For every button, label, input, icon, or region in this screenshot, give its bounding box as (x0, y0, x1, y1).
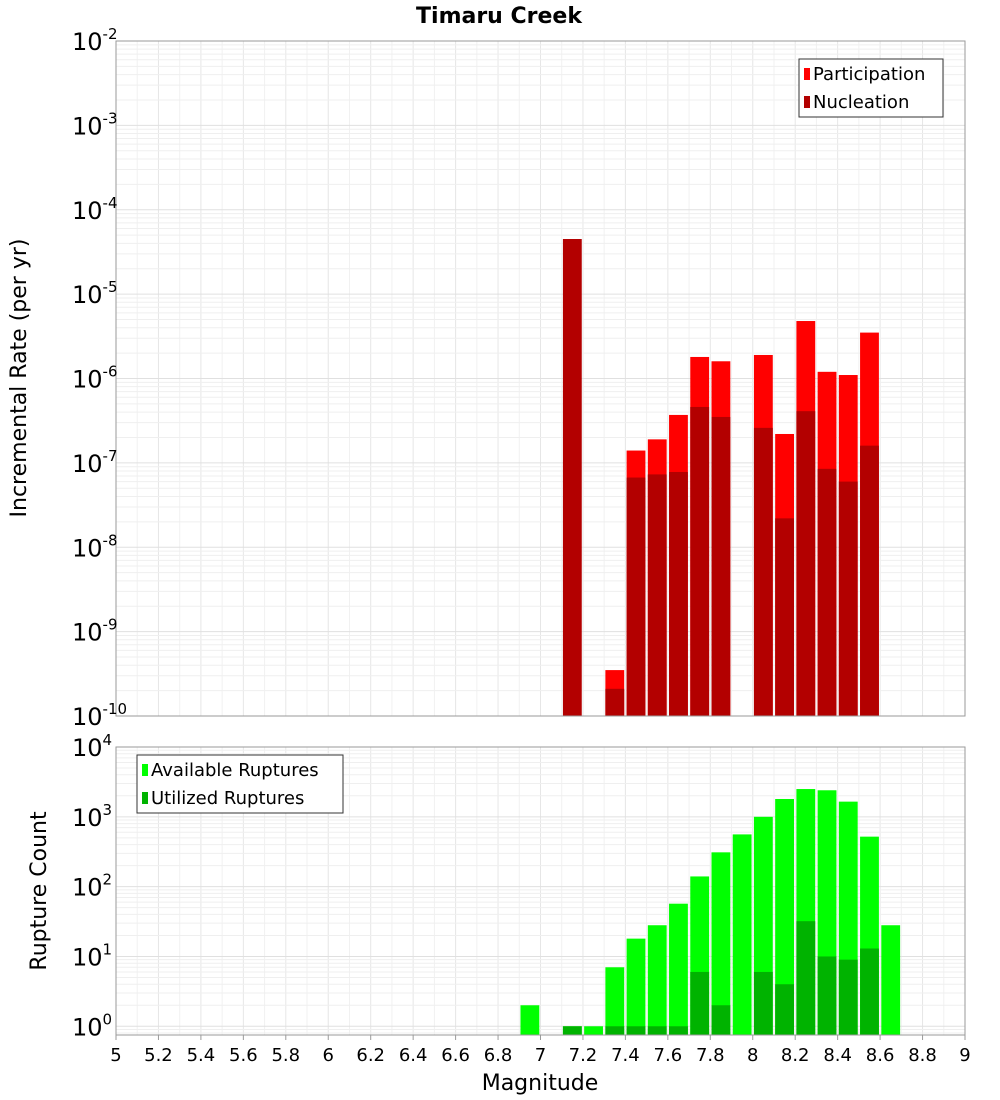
x-tick-label: 6 (323, 1045, 334, 1066)
x-axis-label: Magnitude (482, 1071, 599, 1096)
x-tick-label: 7.2 (569, 1045, 598, 1066)
bar-nucleation (669, 471, 688, 716)
legend-label: Available Ruptures (151, 760, 319, 781)
y-tick-label: 100 (72, 1010, 112, 1041)
count-panel: 104 103 102 101 100 5 5.2 5.4 5.6 5.8 6 6.2 6.4 6.6 6… (27, 731, 971, 1096)
bar-available-ruptures (626, 938, 646, 1035)
x-tick-label: 5.6 (229, 1045, 258, 1066)
legend-label: Nucleation (813, 92, 909, 113)
rate-legend: Participation Nucleation (798, 58, 944, 118)
bar-nucleation (860, 445, 879, 716)
x-tick-label: 5.2 (144, 1045, 173, 1066)
rate-grid (115, 40, 966, 717)
x-tick-label: 8.8 (908, 1045, 937, 1066)
bar-available-ruptures (881, 925, 901, 1035)
y-tick-label: 10-8 (72, 531, 118, 562)
bar-available-ruptures (775, 798, 794, 1035)
chart-title: Timaru Creek (416, 4, 583, 29)
x-tick-label: 7.6 (654, 1045, 683, 1066)
bar-available-ruptures (711, 852, 731, 1035)
x-tick-label: 8.2 (781, 1045, 810, 1066)
legend-swatch (142, 764, 148, 776)
y-tick-label: 10-7 (72, 447, 118, 478)
bar-nucleation (775, 518, 794, 716)
count-legend: Available Ruptures Utilized Ruptures (136, 754, 344, 814)
y-tick-label: 10-6 (72, 363, 118, 394)
x-tick-label: 5.4 (187, 1045, 216, 1066)
x-tick-label: 7 (535, 1045, 546, 1066)
y-tick-label: 10-2 (72, 25, 118, 56)
bar-nucleation (796, 411, 816, 716)
rate-bars (562, 239, 879, 716)
y-tick-label: 10-10 (72, 700, 127, 731)
x-tick-label: 6.6 (441, 1045, 470, 1066)
bar-nucleation (753, 427, 773, 716)
legend-label: Participation (813, 64, 925, 85)
legend-box (136, 754, 344, 814)
x-tick-label: 5.8 (271, 1045, 300, 1066)
x-tick-label: 7.4 (611, 1045, 640, 1066)
rate-y-ticks: 10-2 10-3 10-4 10-5 10-6 10-7 10-8 10-9 10-10 (72, 25, 127, 731)
bar-utilized-ruptures (838, 959, 858, 1035)
rate-panel: 10-2 10-3 10-4 10-5 10-6 10-7 10-8 10-9 10-10 In… (7, 25, 966, 731)
bar-utilized-ruptures (647, 1026, 667, 1035)
bar-nucleation (690, 406, 710, 716)
legend-swatch (804, 96, 810, 108)
y-tick-label: 10-9 (72, 616, 118, 647)
x-ticks: 5 5.2 5.4 5.6 5.8 6 6.2 6.4 6.6 6.8 7 7.2 7.4 7.6 7.8 8… (110, 1035, 971, 1066)
bar-utilized-ruptures (690, 971, 710, 1035)
bar-utilized-ruptures (796, 921, 816, 1035)
bar-available-ruptures (584, 1026, 603, 1035)
y-tick-label: 103 (72, 801, 112, 832)
legend-swatch (142, 792, 148, 804)
bar-utilized-ruptures (817, 956, 837, 1035)
bar-nucleation (647, 474, 667, 716)
bar-available-ruptures (520, 1005, 540, 1035)
bar-utilized-ruptures (626, 1026, 646, 1035)
bar-nucleation (562, 239, 582, 716)
bar-available-ruptures (732, 834, 752, 1035)
x-tick-label: 6.4 (399, 1045, 428, 1066)
count-y-axis-label: Rupture Count (27, 811, 52, 971)
y-tick-label: 104 (72, 731, 112, 762)
y-tick-label: 10-4 (72, 194, 118, 225)
y-tick-label: 10-3 (72, 109, 118, 140)
x-tick-label: 8.6 (866, 1045, 895, 1066)
count-bars (520, 789, 901, 1035)
bar-available-ruptures (647, 925, 667, 1035)
bar-available-ruptures (669, 903, 688, 1035)
bar-utilized-ruptures (860, 948, 879, 1035)
bar-utilized-ruptures (562, 1026, 582, 1035)
count-y-ticks: 104 103 102 101 100 (72, 731, 112, 1041)
x-tick-label: 8 (747, 1045, 758, 1066)
bar-utilized-ruptures (711, 1005, 731, 1035)
y-tick-label: 102 (72, 871, 112, 902)
bar-utilized-ruptures (669, 1026, 688, 1035)
legend-label: Utilized Ruptures (151, 788, 304, 809)
bar-utilized-ruptures (605, 1026, 625, 1035)
x-tick-label: 7.8 (696, 1045, 725, 1066)
bar-nucleation (605, 688, 625, 716)
x-tick-label: 6.8 (484, 1045, 513, 1066)
rate-plot-border (115, 40, 966, 717)
bar-nucleation (817, 468, 837, 716)
y-tick-label: 101 (72, 940, 112, 971)
bar-nucleation (626, 477, 646, 716)
bar-nucleation (838, 481, 858, 716)
bar-utilized-ruptures (775, 984, 794, 1035)
rate-y-axis-label: Incremental Rate (per yr) (7, 239, 32, 518)
bar-available-ruptures (605, 967, 625, 1035)
x-tick-label: 6.2 (356, 1045, 385, 1066)
y-tick-label: 10-5 (72, 278, 118, 309)
x-tick-label: 5 (110, 1045, 121, 1066)
x-tick-label: 9 (959, 1045, 970, 1066)
bar-utilized-ruptures (753, 971, 773, 1035)
bar-nucleation (711, 416, 731, 716)
legend-swatch (804, 68, 810, 80)
legend-box (798, 58, 944, 118)
x-tick-label: 8.4 (823, 1045, 852, 1066)
